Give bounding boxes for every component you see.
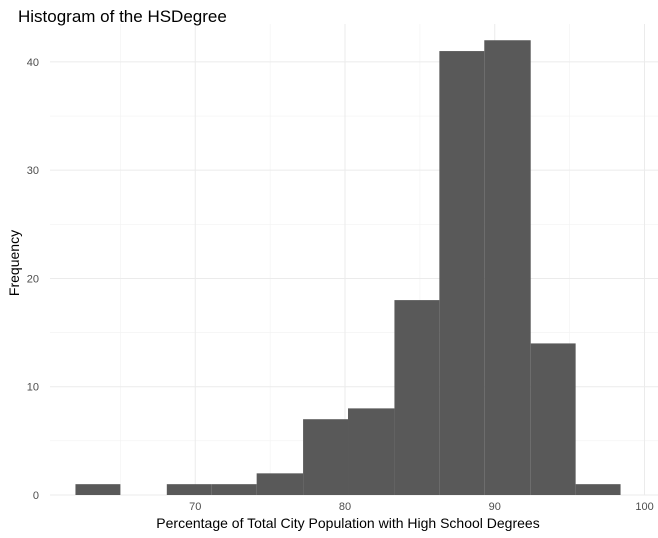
histogram-bar (348, 408, 395, 495)
histogram-bar (439, 51, 485, 495)
x-tick-label: 90 (489, 501, 501, 513)
x-tick-label: 80 (339, 501, 351, 513)
histogram-bar (530, 343, 576, 495)
x-axis-label: Percentage of Total City Population with… (156, 515, 539, 531)
histogram-bar (75, 484, 121, 495)
y-tick-label: 0 (33, 490, 39, 502)
histogram-bar (394, 300, 440, 495)
y-tick-label: 30 (27, 165, 39, 177)
x-axis-ticks: 70 80 90 100 (189, 501, 654, 513)
x-tick-label: 70 (189, 501, 201, 513)
y-tick-label: 40 (27, 57, 39, 69)
y-axis-label: Frequency (6, 230, 22, 296)
histogram-bar (211, 484, 257, 495)
histogram-bar (484, 40, 531, 495)
histogram-bars (75, 40, 621, 495)
chart-title: Histogram of the HSDegree (18, 7, 227, 26)
histogram-bar (575, 484, 621, 495)
histogram-bar (166, 484, 212, 495)
y-axis-ticks: 0 10 20 30 40 (27, 57, 39, 502)
histogram-bar (256, 473, 304, 495)
x-tick-label: 100 (635, 501, 653, 513)
y-tick-label: 10 (27, 382, 39, 394)
histogram-bar (303, 419, 349, 495)
y-tick-label: 20 (27, 273, 39, 285)
